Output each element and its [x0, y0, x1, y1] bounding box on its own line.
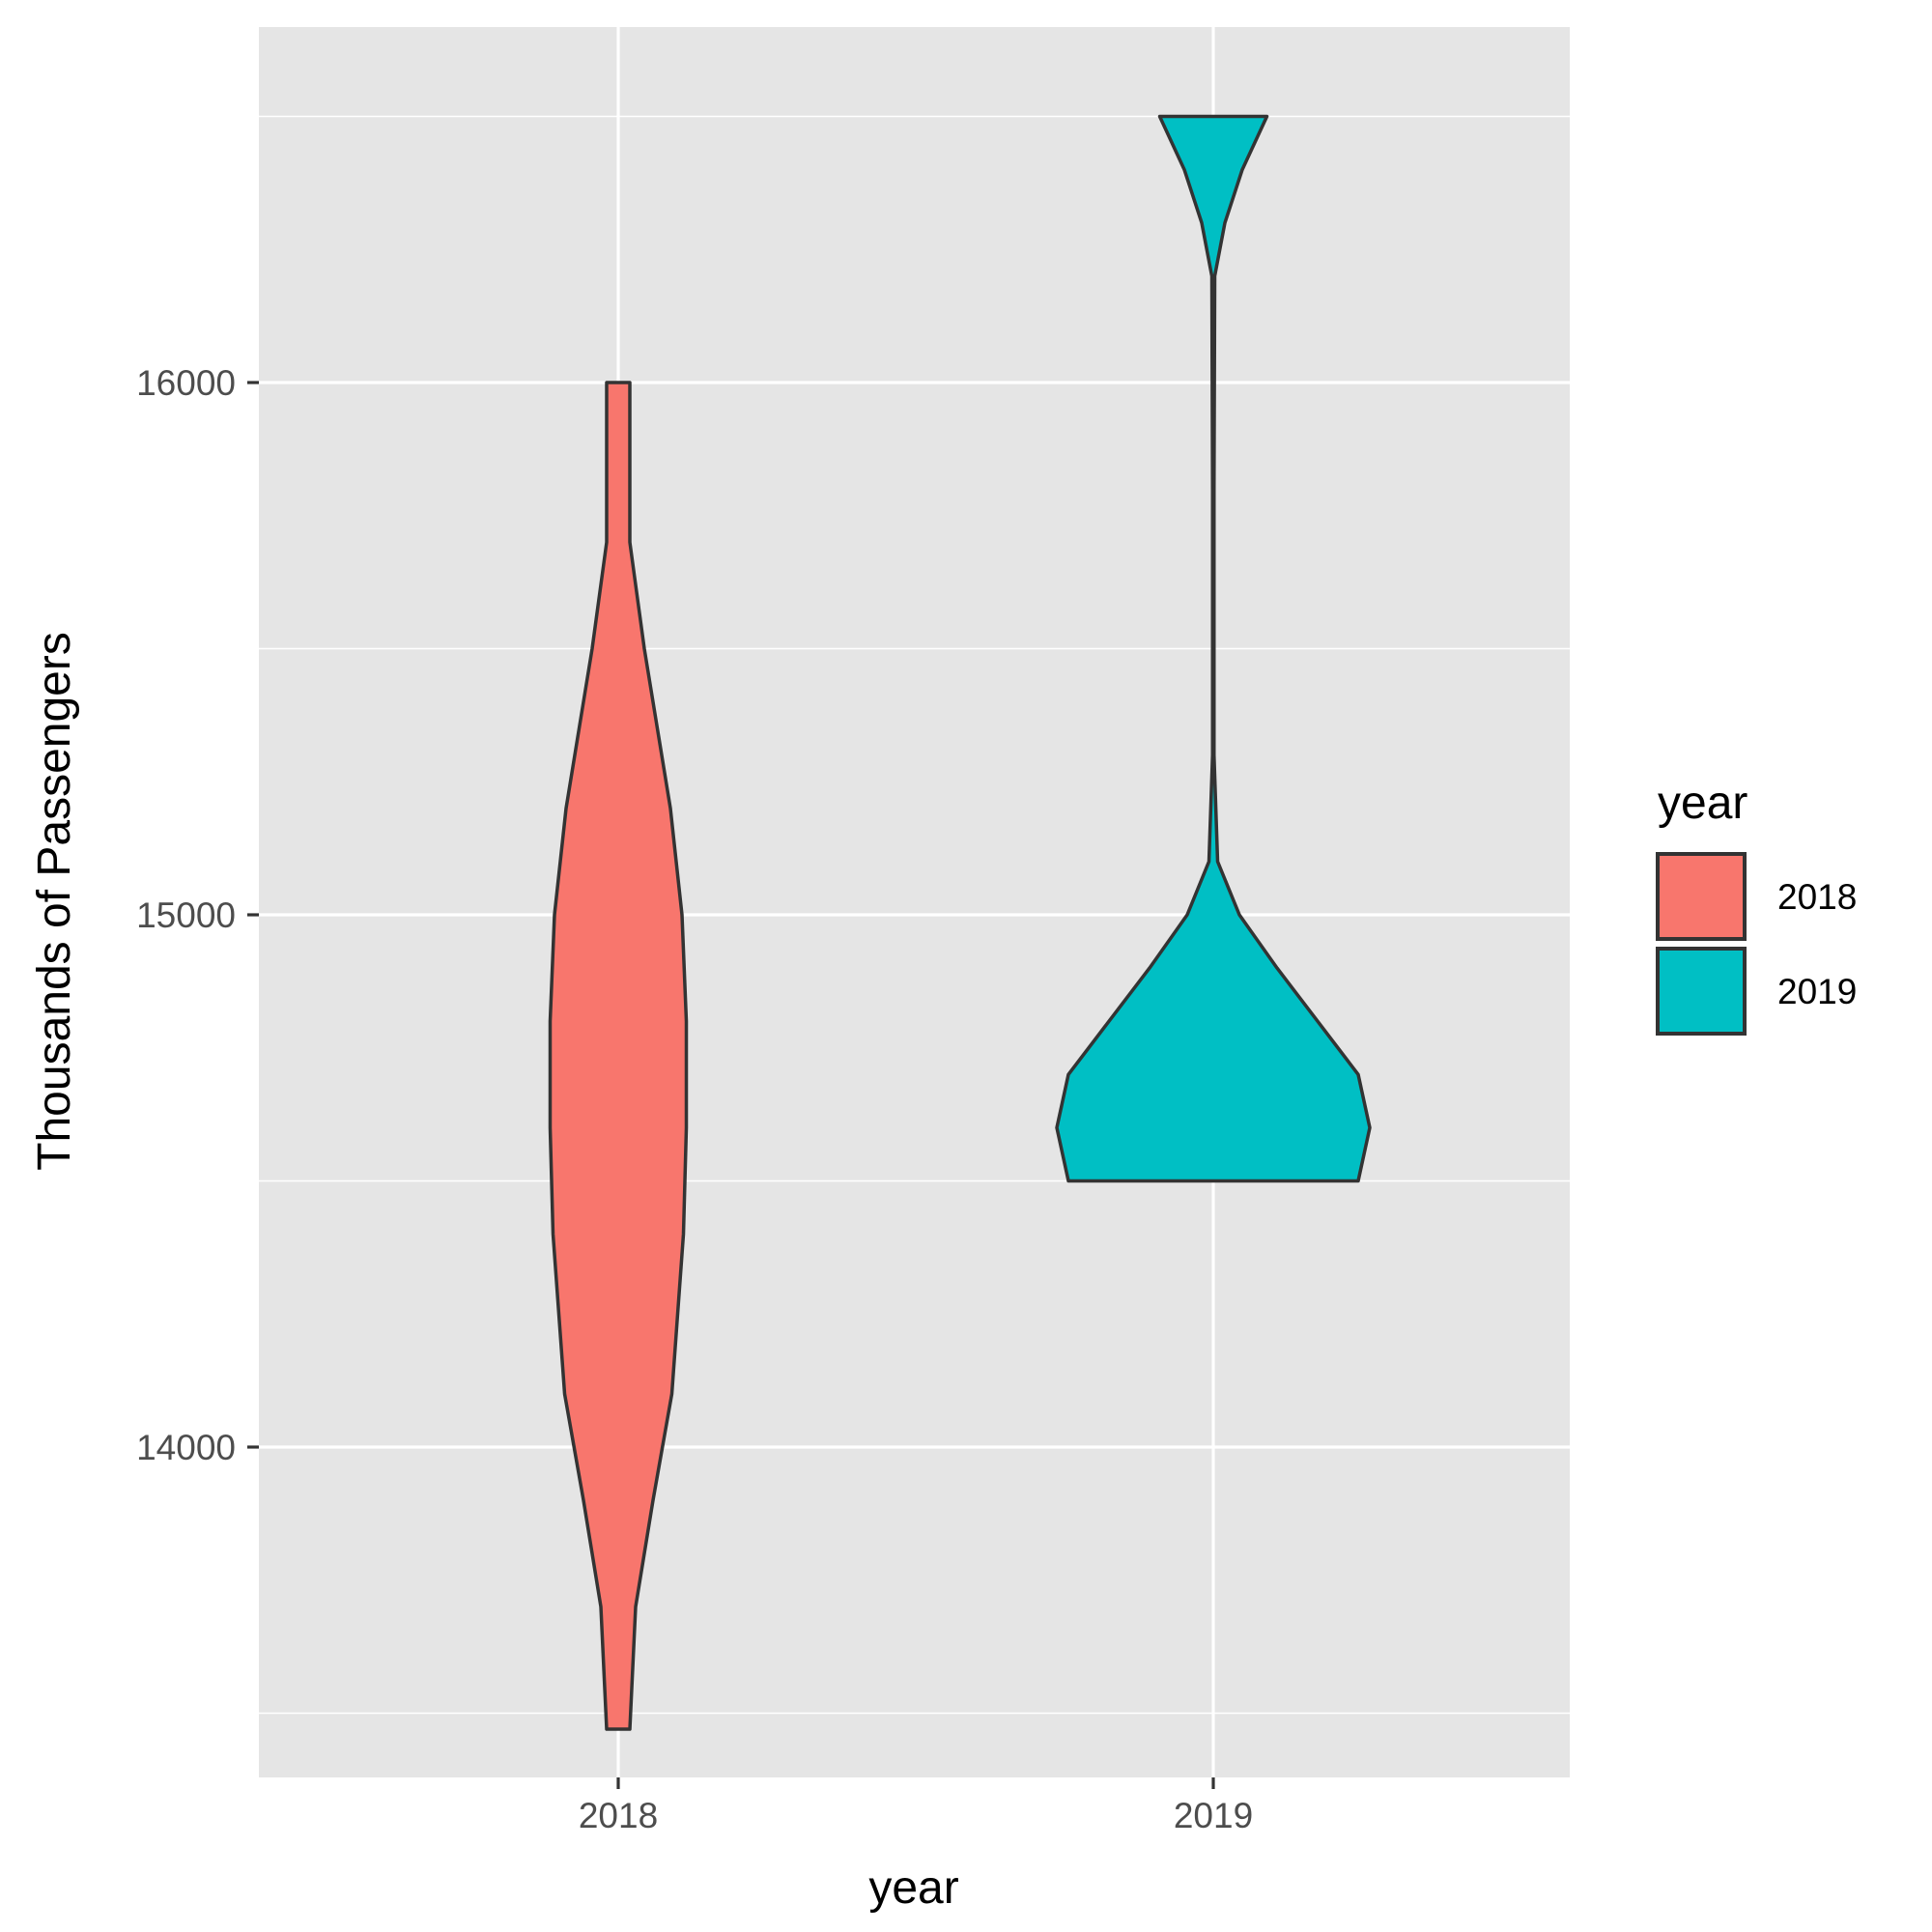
x-tick-label: 2018: [579, 1796, 658, 1835]
x-tick-label: 2019: [1174, 1796, 1253, 1835]
y-tick-label: 14000: [136, 1428, 236, 1467]
y-tick-label: 16000: [136, 363, 236, 403]
legend-swatch-2019: [1656, 947, 1747, 1036]
violin-2019: [1055, 114, 1372, 1183]
legend-swatch-2018: [1656, 852, 1747, 941]
legend: year 2018 2019: [1656, 778, 1857, 1036]
legend-label-2018: 2018: [1777, 877, 1857, 917]
y-axis: 14000 15000 16000: [136, 363, 259, 1467]
plot-panel: [259, 27, 1570, 1777]
x-axis-title: year: [868, 1862, 958, 1914]
violins: [548, 114, 1372, 1731]
x-axis: 2018 2019: [579, 1777, 1253, 1835]
violin-2018: [548, 381, 689, 1731]
legend-title: year: [1658, 778, 1747, 829]
y-tick-label: 15000: [136, 895, 236, 935]
legend-label-2019: 2019: [1777, 972, 1857, 1011]
y-axis-title: Thousands of Passengers: [29, 632, 80, 1171]
